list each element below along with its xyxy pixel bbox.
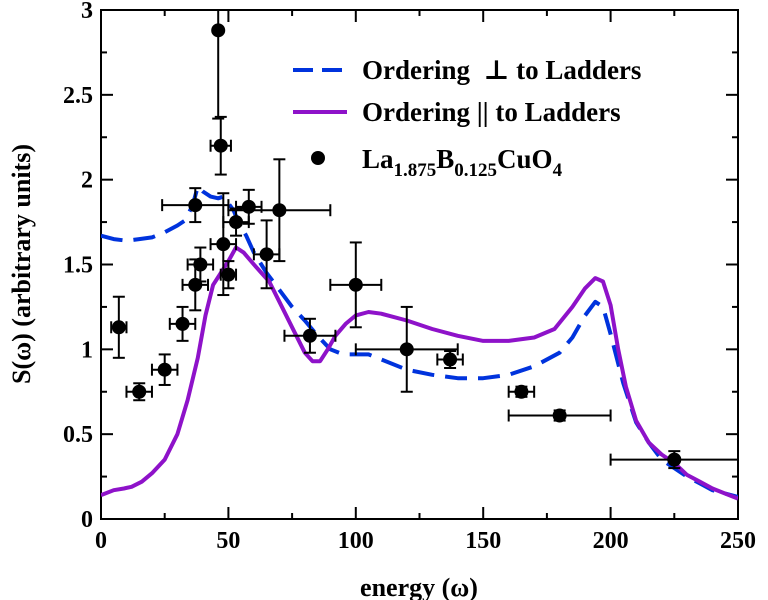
y-tick-label: 1 (81, 337, 93, 363)
data-marker (211, 23, 226, 38)
data-marker (221, 267, 236, 282)
data-point (252, 219, 281, 290)
data-point (219, 260, 238, 290)
data-marker (514, 384, 529, 399)
data-point (211, 10, 226, 120)
data-marker (213, 138, 228, 153)
data-point (227, 158, 332, 263)
data-point (507, 408, 612, 423)
data-point (609, 450, 738, 470)
data-point (150, 353, 179, 386)
data-point (436, 350, 464, 369)
data-point (222, 207, 250, 237)
data-point (161, 187, 230, 224)
y-tick-label: 2.5 (63, 83, 93, 109)
data-marker (132, 384, 147, 399)
x-tick-label: 250 (720, 528, 756, 554)
data-marker (259, 247, 274, 262)
data-marker (443, 352, 458, 367)
legend-label: La1.875B0.125CuO4 (362, 144, 563, 181)
data-point (283, 317, 337, 354)
data-marker (175, 316, 190, 331)
data-marker (111, 320, 126, 335)
data-marker (193, 257, 208, 272)
data-point (329, 241, 383, 329)
data-point (186, 246, 215, 283)
data-marker (552, 408, 567, 423)
data-marker (302, 328, 317, 343)
series-line-parallel (101, 245, 738, 501)
data-point (181, 258, 210, 312)
data-point (354, 305, 459, 393)
data-marker (229, 215, 244, 230)
legend-label: Ordering ⊥ to Ladders (362, 55, 641, 85)
plot-content (101, 10, 738, 501)
x-tick-label: 150 (465, 528, 501, 554)
data-point (110, 295, 128, 359)
data-marker (667, 452, 682, 467)
legend-marker (311, 151, 325, 165)
data-point (125, 382, 153, 402)
data-marker (157, 362, 172, 377)
x-tick-label: 50 (216, 528, 240, 554)
data-point (168, 305, 197, 342)
data-point (209, 115, 232, 176)
data-point (507, 384, 536, 399)
x-tick-label: 100 (338, 528, 374, 554)
axes: 0 50 100 150 200 250 0 0.5 1 1.5 2 2.5 3 (63, 0, 756, 554)
data-marker (188, 198, 203, 213)
legend-item: Ordering || to Ladders (293, 97, 621, 127)
legend-label: Ordering || to Ladders (362, 97, 621, 127)
data-marker (348, 277, 363, 292)
data-marker (272, 203, 287, 218)
x-axis-label: energy (ω) (360, 573, 478, 600)
y-tick-label: 0.5 (63, 422, 93, 448)
y-tick-label: 3 (81, 0, 93, 24)
x-tick-label: 200 (593, 528, 629, 554)
y-axis-label: S(ω) (arbitrary units) (7, 144, 36, 384)
y-tick-label: 2 (81, 168, 93, 194)
data-marker (216, 237, 231, 252)
legend: Ordering ⊥ to Ladders Ordering || to Ladd… (293, 55, 641, 181)
data-marker (241, 199, 256, 214)
y-tick-label: 1.5 (63, 253, 93, 279)
series-line-perpendicular (101, 184, 738, 499)
data-marker (399, 342, 414, 357)
x-tick-label: 0 (95, 528, 107, 554)
y-tick-label: 0 (81, 507, 93, 533)
legend-item: Ordering ⊥ to Ladders (293, 55, 641, 85)
legend-item: La1.875B0.125CuO4 (311, 144, 563, 181)
